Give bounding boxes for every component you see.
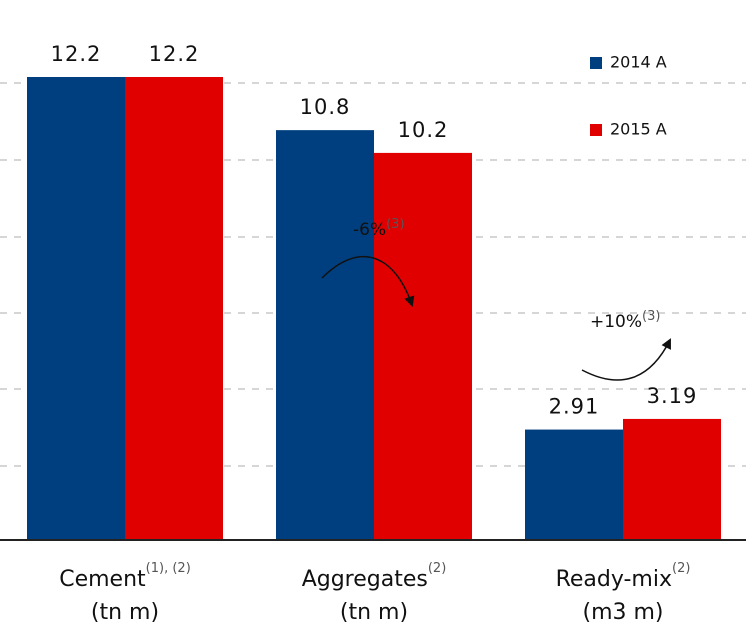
annotation: -6%(3) — [353, 217, 405, 241]
category-unit: (m3 m) — [582, 600, 663, 625]
arrow — [321, 255, 415, 307]
category-note: (1), (2) — [146, 561, 191, 576]
value-label: 10.8 — [300, 95, 351, 119]
bar — [27, 77, 125, 540]
category-unit: (tn m) — [340, 600, 408, 625]
bar — [525, 429, 623, 540]
value-label: 10.2 — [398, 118, 449, 142]
bar — [623, 418, 721, 540]
category-name: Cement — [59, 567, 146, 592]
category-label: Ready-mix(2) — [556, 561, 691, 593]
bar — [276, 130, 374, 540]
value-label: 12.2 — [149, 42, 200, 66]
category-note: (2) — [672, 561, 690, 576]
legend-swatch — [590, 124, 602, 136]
value-label: 3.19 — [647, 384, 698, 408]
annotation-text: +10% — [590, 312, 642, 332]
category-label: Cement(1), (2) — [59, 561, 191, 593]
category-name: Ready-mix — [556, 567, 672, 592]
category-note: (2) — [428, 561, 446, 576]
value-label: 2.91 — [549, 395, 600, 419]
legend-label: 2015 A — [610, 120, 667, 139]
category-label: Aggregates(2) — [302, 561, 447, 593]
annotation: +10%(3) — [590, 309, 660, 333]
bar — [125, 77, 223, 540]
annotation-note: (3) — [642, 309, 660, 324]
category-name: Aggregates — [302, 567, 428, 592]
legend-label: 2014 A — [610, 53, 667, 72]
annotation-note: (3) — [386, 217, 404, 232]
annotation-text: -6% — [353, 220, 386, 240]
legend-swatch — [590, 57, 602, 69]
category-unit: (tn m) — [91, 600, 159, 625]
bar — [374, 152, 472, 540]
bars — [27, 77, 721, 540]
value-label: 12.2 — [51, 42, 102, 66]
arrow — [581, 338, 671, 381]
